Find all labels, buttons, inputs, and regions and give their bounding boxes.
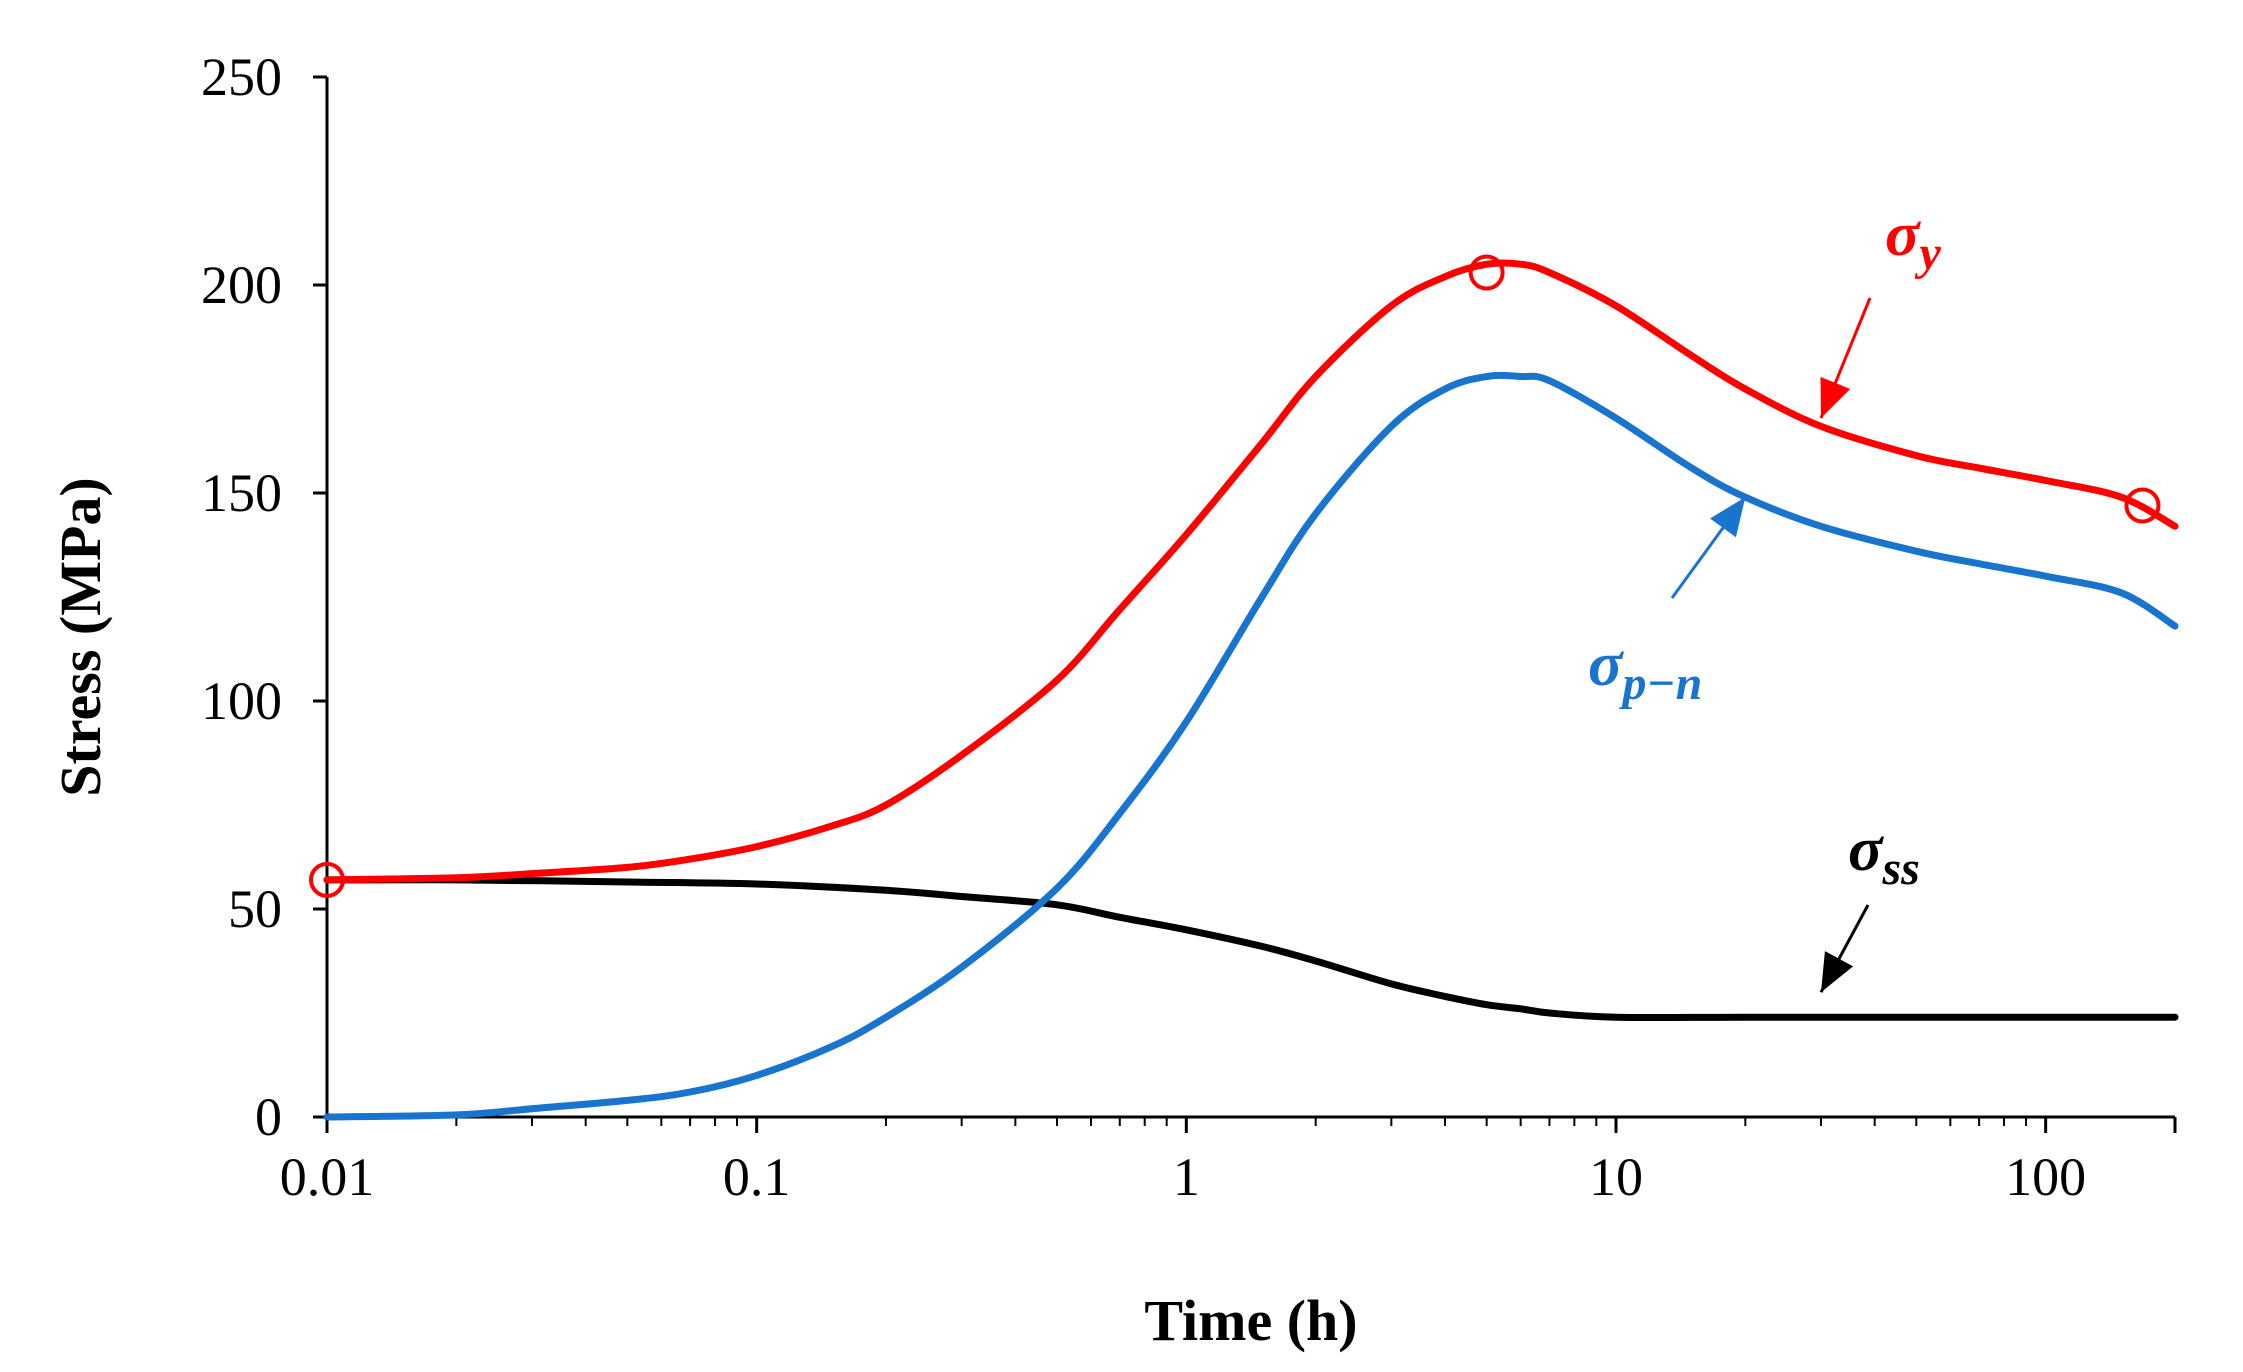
x-tick-label: 100 — [2005, 1147, 2086, 1207]
series-line-sigma_y — [323, 259, 2179, 884]
x-axis-title: Time (h) — [1144, 1288, 1357, 1353]
marker-sigma_y — [309, 861, 345, 898]
annotation-arrow-sigma_ss-head — [1820, 951, 1854, 993]
y-axis-title: Stress (MPa) — [48, 477, 113, 796]
series-label-subscript: ss — [1882, 842, 1920, 895]
marker-sigma_y — [2124, 487, 2161, 524]
series-label-sigma_ss: σss — [1848, 813, 1920, 895]
marker-sigma_y — [1468, 254, 1505, 291]
y-tick-label: 50 — [228, 879, 282, 939]
x-tick-label: 0.1 — [723, 1147, 791, 1207]
x-tick-label: 10 — [1589, 1147, 1643, 1207]
x-tick-label: 0.01 — [280, 1147, 375, 1207]
y-tick-label: 200 — [201, 255, 282, 315]
y-tick-label: 0 — [255, 1087, 282, 1147]
series-label-symbol: σ — [1588, 628, 1624, 699]
series-label-symbol: σ — [1848, 813, 1884, 884]
y-tick-label: 150 — [201, 463, 282, 523]
x-tick-label: 1 — [1173, 1147, 1200, 1207]
annotation-arrow-sigma_p-n-head — [1710, 497, 1746, 538]
series-line-sigma_p-n — [323, 371, 2179, 1121]
series-label-sigma_p-n: σp−n — [1588, 628, 1702, 710]
plot-area: 0 50 100 150 200 250 0.01 0.1 1 10 100 Time (h) Stre… — [48, 47, 2179, 1353]
series-line-sigma_ss — [323, 876, 2179, 1022]
series-label-sigma_y: σy — [1885, 198, 1942, 280]
series-label-subscript: p−n — [1619, 657, 1703, 710]
series-label-symbol: σ — [1885, 198, 1921, 269]
annotation-arrow-sigma_y-head — [1820, 376, 1851, 419]
series-label-subscript: y — [1915, 227, 1942, 280]
y-tick-label: 100 — [201, 671, 282, 731]
y-tick-label: 250 — [201, 47, 282, 107]
